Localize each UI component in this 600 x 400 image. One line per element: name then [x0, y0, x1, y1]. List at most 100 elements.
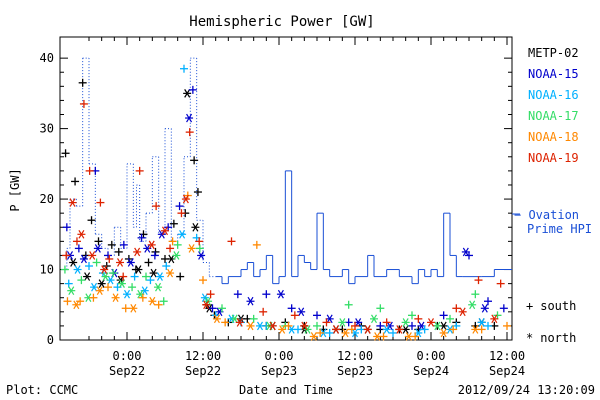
point-noaa-17-south — [142, 272, 150, 281]
point-noaa-15-south — [262, 290, 271, 299]
point-noaa-15-south — [137, 233, 146, 242]
point-noaa-19-south — [119, 272, 128, 281]
point-noaa-17-south — [92, 258, 101, 267]
point-noaa-17-south — [128, 283, 137, 292]
legend-item: NOAA-19 — [528, 151, 579, 165]
x-tick-time-label: 0:00 — [417, 349, 446, 363]
point-metp-02-north — [83, 272, 92, 281]
point-metp-02-south — [107, 240, 116, 249]
point-noaa-17-south — [195, 244, 204, 253]
point-noaa-18-south — [63, 297, 72, 306]
point-noaa-19-north — [490, 314, 499, 324]
point-noaa-17-north — [338, 318, 347, 327]
point-noaa-19-north — [181, 194, 190, 204]
point-metp-02-south — [61, 149, 70, 158]
ovation-legend-line1: − Ovation — [514, 208, 579, 222]
point-noaa-19-south — [105, 254, 114, 263]
point-noaa-17-north — [468, 300, 477, 310]
marker-legend-south: + south — [526, 299, 576, 313]
point-noaa-18-north — [148, 296, 157, 306]
point-noaa-16-north — [200, 293, 209, 303]
point-metp-02-south — [169, 219, 178, 228]
point-metp-02-north — [134, 265, 143, 274]
y-tick-label: 40 — [40, 51, 54, 65]
ovation-legend-line2: Prime HPI — [527, 222, 592, 236]
point-noaa-18-south — [154, 300, 163, 309]
point-metp-02-south — [144, 258, 153, 267]
point-noaa-19-south — [152, 202, 161, 211]
point-noaa-16-south — [211, 311, 220, 320]
point-metp-02-south — [114, 247, 123, 256]
point-noaa-15-north — [126, 258, 135, 267]
point-noaa-18-south — [121, 304, 130, 313]
point-noaa-15-south — [104, 251, 112, 260]
point-noaa-19-south — [166, 244, 175, 253]
point-noaa-19-south — [474, 276, 483, 285]
point-metp-02-south — [71, 177, 80, 186]
point-noaa-16-south — [420, 325, 429, 334]
point-noaa-15-south — [188, 85, 197, 94]
point-noaa-17-south — [109, 269, 118, 278]
point-noaa-15-south — [74, 244, 83, 253]
ovation-prime-hpi-series — [63, 57, 512, 285]
point-noaa-15-north — [246, 296, 255, 306]
x-tick-time-label: 12:00 — [489, 349, 525, 363]
point-noaa-19-north — [161, 226, 169, 236]
point-noaa-15-south — [439, 311, 448, 320]
point-noaa-19-south — [452, 304, 461, 313]
point-noaa-19-south — [135, 166, 144, 175]
point-noaa-18-north — [341, 328, 350, 338]
point-noaa-19-south — [351, 321, 359, 330]
point-noaa-19-north — [268, 321, 277, 331]
point-noaa-19-north — [147, 240, 156, 250]
point-noaa-18-north — [246, 321, 255, 331]
marker-legend-north: * north — [526, 331, 576, 345]
point-noaa-15-north — [461, 247, 470, 257]
point-noaa-15-south — [408, 321, 416, 330]
legend-item: METP-02 — [528, 46, 579, 60]
point-noaa-15-south — [208, 304, 217, 313]
point-noaa-19-south — [259, 307, 268, 316]
point-metp-02-south — [87, 216, 96, 225]
point-noaa-18-south — [199, 276, 207, 285]
footer-plot-source: Plot: CCMC — [6, 383, 78, 397]
x-tick-time-label: 0:00 — [113, 349, 142, 363]
point-noaa-17-north — [117, 279, 126, 288]
point-noaa-17-south — [218, 304, 226, 313]
point-noaa-16-south — [146, 276, 155, 285]
y-axis-label: P [GW] — [8, 168, 22, 211]
point-noaa-18-north — [95, 286, 104, 295]
point-metp-02-south — [190, 156, 199, 165]
point-noaa-17-south — [408, 311, 416, 320]
point-noaa-16-south — [162, 262, 171, 271]
point-noaa-17-south — [376, 304, 385, 313]
point-noaa-15-north — [79, 254, 88, 264]
point-noaa-19-south — [195, 237, 204, 246]
point-metp-02-north — [69, 258, 78, 267]
point-noaa-19-south — [62, 251, 71, 260]
point-noaa-18-north — [439, 328, 448, 338]
point-noaa-15-north — [157, 229, 166, 239]
point-noaa-18-south — [284, 321, 293, 330]
point-noaa-19-north — [458, 307, 467, 317]
legend-item: NOAA-15 — [528, 67, 579, 81]
point-noaa-18-north — [111, 293, 120, 303]
point-noaa-19-north — [235, 318, 244, 327]
point-noaa-15-north — [185, 113, 194, 123]
point-noaa-16-north — [73, 265, 82, 274]
y-tick-label: 30 — [40, 122, 54, 136]
point-noaa-17-south — [159, 297, 168, 306]
point-noaa-17-north — [370, 314, 378, 324]
point-noaa-15-north — [480, 303, 489, 313]
point-noaa-19-north — [133, 247, 142, 257]
point-noaa-18-north — [471, 325, 480, 334]
legend-item: NOAA-17 — [528, 109, 579, 123]
point-noaa-19-north — [300, 321, 309, 331]
point-noaa-16-south — [85, 262, 93, 271]
point-noaa-18-south — [449, 325, 458, 334]
point-noaa-17-north — [67, 286, 76, 295]
point-noaa-16-south — [484, 321, 492, 330]
x-tick-time-label: 12:00 — [337, 349, 373, 363]
point-noaa-17-south — [344, 300, 353, 309]
point-noaa-19-south — [96, 198, 105, 207]
